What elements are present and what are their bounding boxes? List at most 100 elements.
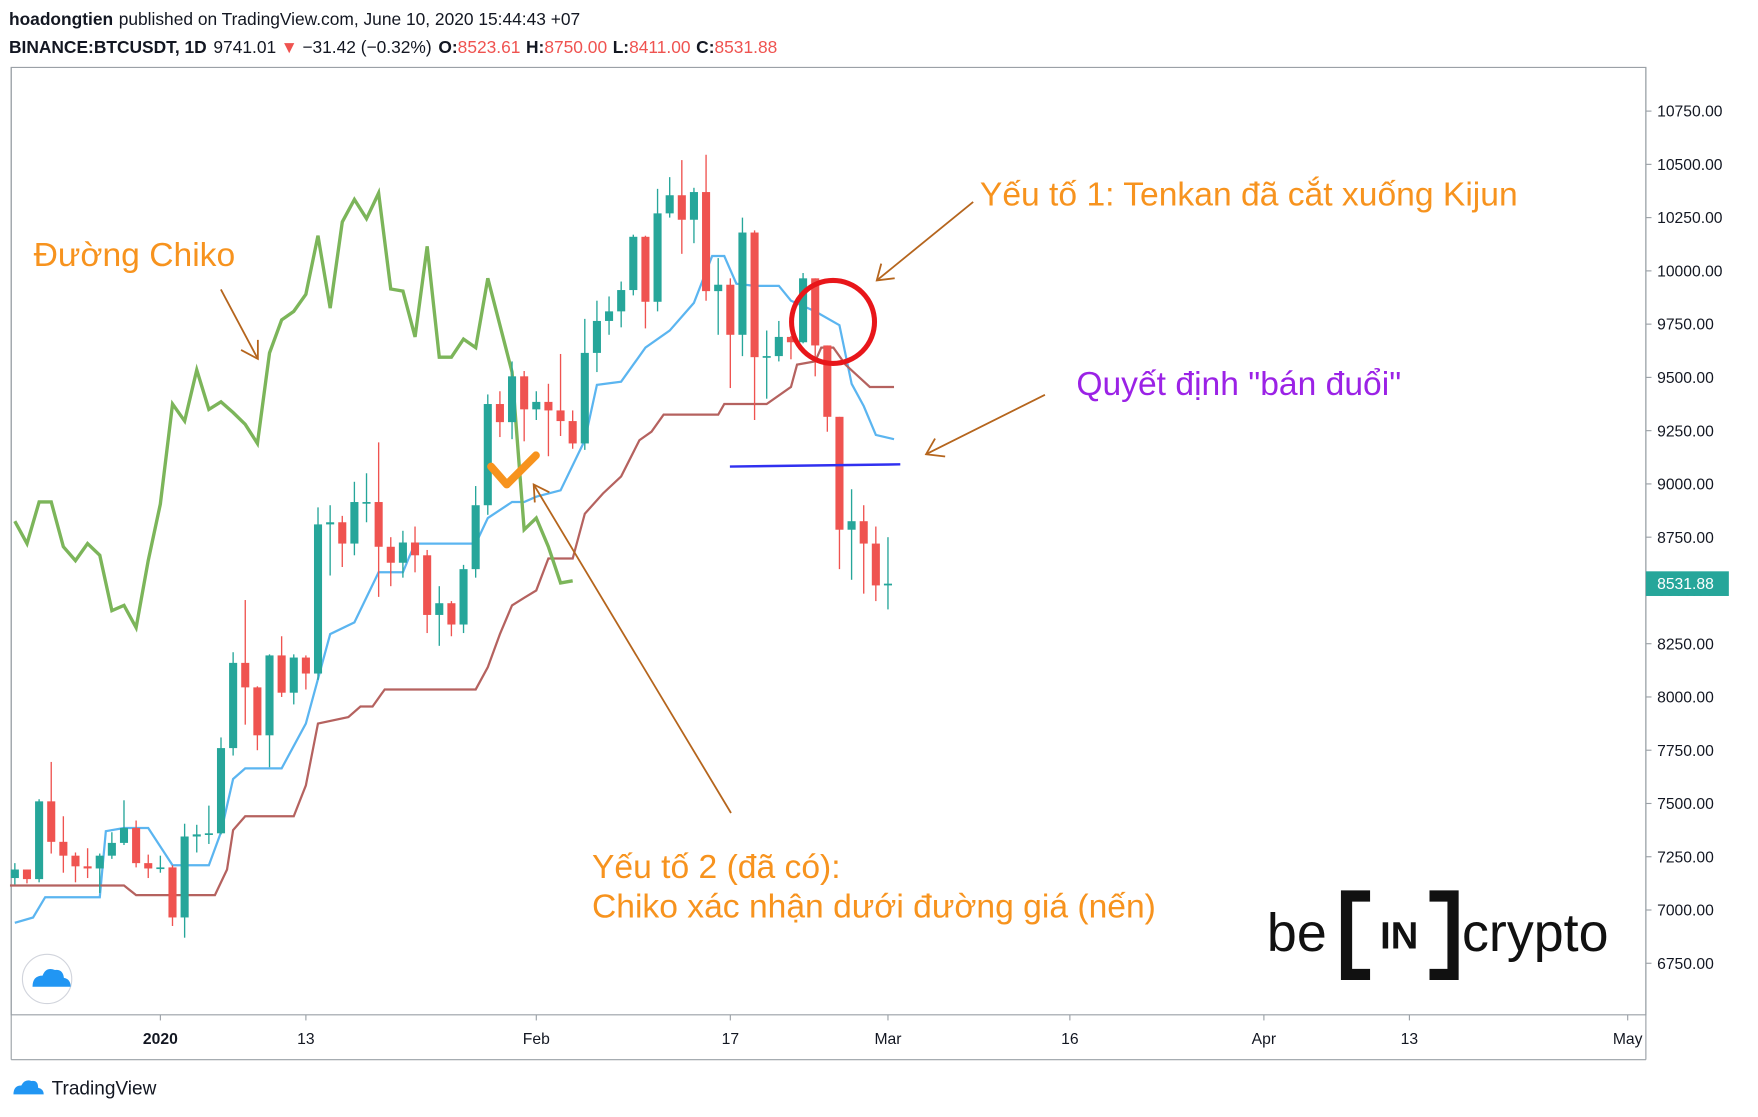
candle-body [689,192,698,220]
header: hoadongtien published on TradingView.com,… [9,9,777,57]
candle-body [847,521,856,530]
candle-body [10,869,19,879]
candle-body [144,863,153,869]
drawings [220,201,1046,814]
last-price-box [1645,571,1729,596]
candle-body [471,505,480,570]
watermark: be IN crypto [1267,890,1609,981]
arrow [532,484,732,814]
y-tick-label: 7750.00 [1657,743,1714,760]
candle-body [132,827,141,864]
change: −31.42 (−0.32%) [302,37,431,57]
candle-body [253,687,262,736]
candle-body [107,842,116,856]
watermark-left: be [1267,903,1327,963]
candle-body [326,522,335,525]
candle-body [677,195,686,220]
candle-body [435,603,444,615]
ohlc-value: 8523.61 [458,37,521,57]
check-mark [487,451,540,489]
candle-body [398,542,407,563]
logo-icon [32,969,71,987]
candle-body [192,834,201,837]
x-tick-label: Mar [874,1031,901,1048]
candle-body [738,232,747,335]
plot: 6750.00 7000.00 7250.00 7500.00 7750.00 8000.… [9,104,1729,1048]
candle-body [544,401,553,411]
candle-body [447,603,456,625]
annotation: Chiko xác nhận dưới đường giá (nến) [592,888,1156,925]
ohlc-label: H: [526,37,544,57]
header-line-2: BINANCE:BTCUSDT, 1D 9741.01 ▼ −31.42 (−0.32… [9,37,777,57]
arrow-head [532,483,550,503]
arrow [220,288,259,360]
candle-body [532,401,541,410]
candle-body [774,336,783,357]
y-tick-label: 7500.00 [1657,796,1714,813]
candle-body [653,213,662,302]
arrow-head [875,263,895,282]
candle-body [338,522,347,544]
ohlc-label: L: [613,37,629,57]
watermark-brackets [1340,890,1459,981]
candle-body [216,748,226,834]
y-tick-label: 6750.00 [1657,956,1714,973]
candle-body [617,290,626,312]
x-tick-label: 16 [1061,1031,1079,1048]
candle-body [714,284,723,292]
candle-body [289,657,298,693]
candle-body [277,655,286,693]
candle-body [83,866,92,869]
candle-body [229,662,238,749]
candle-body [301,657,310,674]
indicator-line [14,254,895,924]
candle-body [459,569,468,625]
candle-body [156,867,165,870]
candle-body [47,801,56,842]
arrows [220,201,1046,814]
x-tick-label: Feb [523,1031,550,1048]
arrow-head [924,438,946,458]
candle-body [204,833,213,835]
symbol: BINANCE:BTCUSDT, 1D [9,37,207,57]
ohlc-label: O: [438,37,457,57]
candle-body [35,801,44,880]
candle-body [495,404,504,423]
price: 9741.01 [213,37,276,57]
annotation: Yếu tố 1: Tenkan đã cắt xuống Kijun [980,175,1518,213]
candle-body [786,336,795,343]
footer-icon [13,1080,44,1095]
published: published on TradingView.com, June 10, 2… [119,9,581,29]
candle-body [423,555,432,615]
sell-level [729,463,901,468]
candle-body [629,236,638,291]
candle-body [883,583,893,586]
candle-body [762,356,771,358]
candle-body [362,502,371,504]
y-tick-label: 8000.00 [1657,690,1714,707]
candle-body [811,278,820,346]
y-tick-label: 7000.00 [1657,903,1714,920]
arrow-head [240,339,259,361]
annotation: Yếu tố 2 (đã có): [592,849,841,886]
indicator-line [13,187,573,633]
watermark-right: crypto [1462,903,1608,963]
x-tick-label: 2020 [143,1031,178,1048]
candle-body [750,232,759,358]
ohlc-value: 8411.00 [629,37,690,57]
candle-body [483,404,492,506]
candle-body [386,546,395,563]
y-tick-label: 10750.00 [1657,104,1723,121]
candle-body [556,410,565,422]
author: hoadongtien [9,9,113,29]
ohlc-label: C: [696,37,714,57]
candle-body [605,311,614,321]
header-line-1: hoadongtien published on TradingView.com,… [9,9,580,29]
candle-body [350,502,359,544]
y-tick-label: 8750.00 [1657,530,1714,547]
candle-body [168,867,177,918]
x-tick-label: Apr [1252,1031,1276,1048]
candle-body [823,345,832,417]
y-tick-label: 9000.00 [1657,477,1714,494]
